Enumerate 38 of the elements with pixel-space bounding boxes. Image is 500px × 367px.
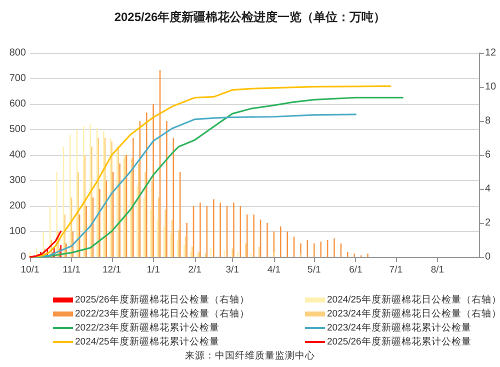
legend-label: 2022/23年度新疆棉花日公检量（右轴） <box>75 308 250 320</box>
x-tick-label: 8/1 <box>430 264 444 276</box>
y2-tick-label: 6 <box>485 150 491 160</box>
y-tick-label: 400 <box>9 150 26 160</box>
y-tick-label: 500 <box>9 124 26 135</box>
y2-tick-label: 4 <box>485 184 491 194</box>
y2-tick-label: 8 <box>485 116 491 126</box>
x-tick-label: 3/1 <box>226 264 239 276</box>
x-tick-label: 4/1 <box>267 264 281 276</box>
y-tick-label: 200 <box>9 200 26 212</box>
x-tick-label: 1/1 <box>146 264 160 276</box>
x-tick-label: 11/1 <box>62 264 80 276</box>
y-tick-label: 600 <box>9 98 26 110</box>
legend-label: 2024/25年度新疆棉花累计公检量 <box>75 336 220 348</box>
legend-label: 2025/26年度新疆棉花日公检量（右轴） <box>75 294 250 306</box>
x-tick-label: 12/1 <box>102 264 122 276</box>
line-series <box>29 230 62 258</box>
y2-tick-label: 2 <box>485 218 491 228</box>
x-tick-label: 2/1 <box>188 264 202 276</box>
y2-tick-label: 12 <box>485 48 497 58</box>
chart-title: 2025/26年度新疆棉花公检进度一览（单位：万吨） <box>114 10 386 24</box>
y-tick-label: 800 <box>9 48 26 58</box>
legend-label: 2025/26年度新疆棉花累计公检量 <box>327 336 472 348</box>
legend-label: 2023/24年度新疆棉花累计公检量 <box>327 322 472 334</box>
x-tick-label: 7/1 <box>389 264 403 276</box>
y2-tick-label: 0 <box>485 252 491 262</box>
y-tick-label: 100 <box>9 226 26 237</box>
x-tick-label: 10/1 <box>20 264 40 276</box>
source-note: 来源：中国纤维质量监测中心 <box>185 350 315 362</box>
x-tick-label: 5/1 <box>308 264 321 276</box>
legend-label: 2024/25年度新疆棉花日公检量（右轴） <box>327 294 500 306</box>
legend-label: 2023/24年度新疆棉花日公检量（右轴） <box>327 308 500 320</box>
y-tick-label: 0 <box>20 252 26 262</box>
legend-label: 2022/23年度新疆棉花累计公检量 <box>75 322 220 334</box>
x-tick-label: 6/1 <box>349 264 362 276</box>
y-tick-label: 300 <box>9 175 26 186</box>
y2-tick-label: 10 <box>485 82 497 92</box>
y-tick-label: 700 <box>9 73 26 84</box>
